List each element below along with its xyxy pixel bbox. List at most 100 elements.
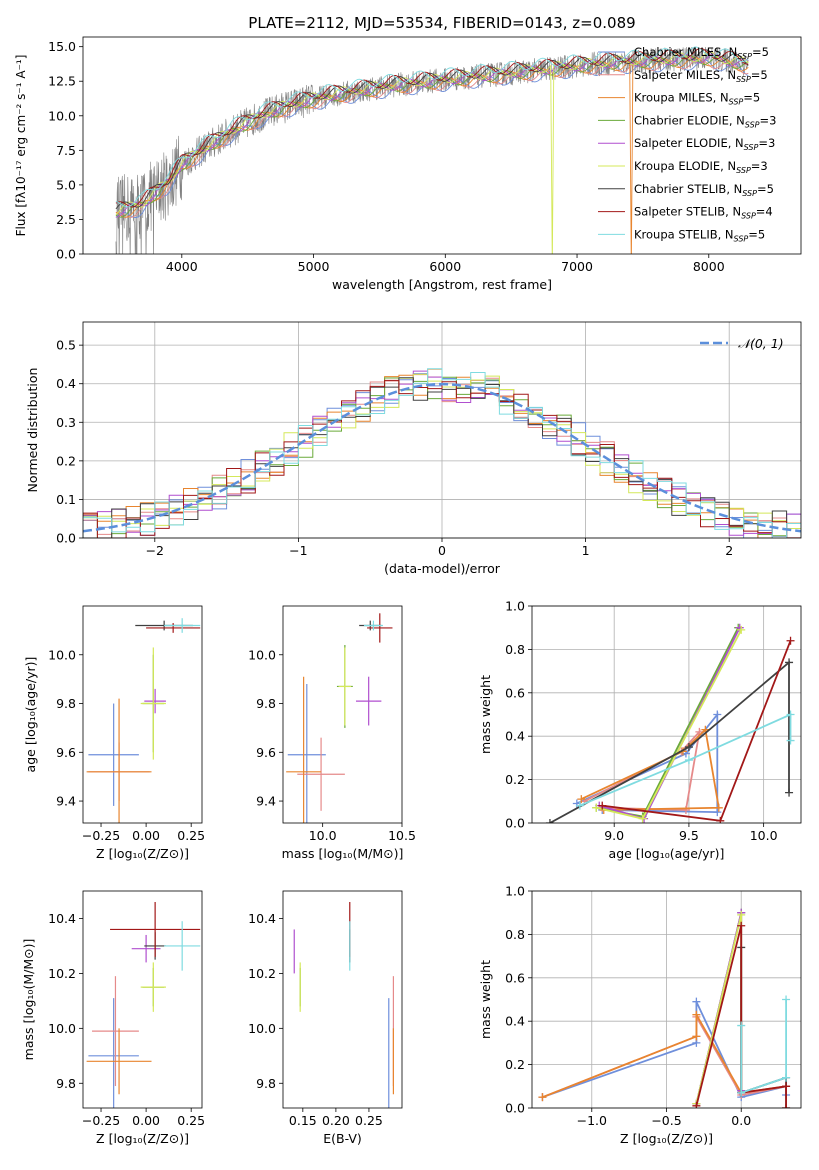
legend-subscript: SSP	[744, 143, 759, 152]
y-tick-label: 0.4	[56, 376, 76, 391]
x-tick-label: 8000	[693, 259, 725, 274]
x-tick-label: −0.25	[82, 1113, 120, 1128]
weight-marker-kroupa_elodie	[737, 625, 746, 634]
weight-marker-kroupa_stelib	[782, 1073, 791, 1082]
x-tick-label: 0.25	[355, 1113, 383, 1128]
legend-entry-salpeter_miles: Salpeter MILES, NSSP=5	[634, 68, 768, 84]
weight-marker-chabrier_stelib	[545, 819, 554, 823]
x-axis-label: mass [log₁₀(M/M⊙)]	[282, 846, 404, 861]
legend-text: Salpeter MILES, N	[634, 68, 736, 82]
legend-entry-kroupa_elodie: Kroupa ELODIE, NSSP=3	[634, 159, 768, 175]
legend-subscript: SSP	[742, 189, 757, 198]
weight-marker-kroupa_miles	[714, 803, 723, 812]
errorbars-ebv_mass	[293, 901, 395, 1108]
y-tick-label: 9.6	[256, 745, 276, 760]
y-tick-label: 1.0	[505, 884, 525, 899]
weight-marker-salpeter_stelib	[737, 921, 746, 930]
weight-marker-kroupa_stelib	[575, 801, 584, 810]
y-tick-label: 0.8	[505, 927, 525, 942]
axes-age_weight: 9.0 9.5 10.0 0.0 0.2 0.4 0.6 0.8 1.0 age [log₁₀(a…	[478, 599, 802, 861]
x-axis-label: age [log₁₀(age/yr)]	[609, 846, 725, 861]
y-tick-label: 10.0	[48, 647, 76, 662]
axes-frame	[82, 36, 802, 255]
weight-line-salpeter_stelib	[602, 640, 792, 822]
x-tick-label: 0	[438, 543, 446, 558]
weight-marker-chabrier_miles	[692, 997, 701, 1006]
weight-marker-kroupa_stelib	[786, 736, 795, 745]
x-tick-label: 9.0	[604, 828, 624, 843]
y-tick-label: 9.8	[56, 1076, 76, 1091]
axes-spectrum: 4000 5000 6000 7000 8000 0.0 2.5 5.0 7.5 10.0 12.5…	[14, 14, 802, 292]
model-line-kroupa_elodie	[115, 50, 749, 254]
y-tick-label: 9.8	[56, 696, 76, 711]
x-tick-label: 10.0	[309, 828, 337, 843]
y-tick-label: 9.4	[256, 794, 276, 809]
axes-frame	[531, 890, 802, 1109]
x-tick-label: 10.0	[750, 828, 778, 843]
axes-z_weight: −1.0 −0.5 0.0 0.0 0.2 0.4 0.6 0.8 1.0 Z [log₁₀(Z/…	[478, 884, 802, 1146]
x-axis-label: (data-model)/error	[384, 561, 501, 576]
y-tick-label: 0.1	[56, 492, 76, 507]
x-tick-label: 1	[582, 543, 590, 558]
weights-age_weight	[545, 623, 795, 823]
y-axis-label: mass [log₁₀(M/M⊙)]	[21, 939, 36, 1061]
x-tick-label: 0.15	[289, 1113, 317, 1128]
y-tick-label: 10.4	[248, 911, 276, 926]
axes-mass_age: 10.0 10.5 9.4 9.6 9.8 10.0 mass [log₁₀(M/M⊙)]	[248, 605, 416, 861]
y-tick-label: 10.2	[248, 966, 276, 981]
weight-marker-kroupa_stelib	[737, 1021, 746, 1030]
x-tick-label: 10.5	[388, 828, 416, 843]
legend-text: Salpeter ELODIE, N	[634, 136, 744, 150]
weight-marker-chabrier_stelib	[785, 658, 794, 667]
weight-marker-chabrier_miles	[713, 710, 722, 719]
y-tick-label: 12.5	[48, 74, 76, 89]
errorbars-z_age	[86, 618, 201, 823]
y-tick-label: 0.4	[505, 1014, 525, 1029]
legend-text: Chabrier STELIB, N	[634, 182, 742, 196]
axes-frame	[82, 321, 802, 539]
legend-entry-kroupa_miles: Kroupa MILES, NSSP=5	[634, 91, 760, 107]
y-tick-label: 9.6	[56, 745, 76, 760]
legend-subscript: SSP	[741, 212, 756, 221]
legend-text: =5	[757, 182, 774, 196]
axes-z_age: −0.25 0.00 0.25 9.4 9.6 9.8 10.0 Z [log₁₀(Z/Z⊙)…	[23, 605, 205, 861]
x-axis-label: wavelength [Angstrom, rest frame]	[332, 277, 552, 292]
weight-marker-kroupa_elodie	[638, 814, 647, 823]
legend-entry-kroupa_stelib: Kroupa STELIB, NSSP=5	[634, 227, 765, 243]
axes-frame	[282, 890, 403, 1109]
y-axis-label: mass weight	[478, 675, 493, 754]
errorbars-z_mass	[86, 901, 201, 1108]
x-tick-label: 9.5	[679, 828, 699, 843]
x-tick-label: 0.00	[132, 828, 160, 843]
legend-text: =4	[756, 205, 773, 219]
weight-marker-salpeter_stelib	[598, 801, 607, 810]
y-tick-label: 10.2	[48, 966, 76, 981]
x-tick-label: 7000	[561, 259, 593, 274]
axes-frame	[82, 605, 203, 824]
legend-text: Kroupa MILES, N	[634, 91, 729, 105]
legend-text: =3	[758, 136, 775, 150]
weight-line-kroupa_stelib	[579, 713, 792, 807]
weight-marker-kroupa_stelib	[684, 756, 693, 765]
weight-line-kroupa_stelib	[740, 999, 787, 1095]
legend-subscript: SSP	[729, 98, 744, 107]
x-axis-label: E(B-V)	[323, 1131, 362, 1146]
y-tick-label: 1.0	[505, 599, 525, 614]
legend-text: =3	[751, 159, 768, 173]
y-tick-label: 0.6	[505, 970, 525, 985]
x-tick-label: −0.5	[651, 1113, 681, 1128]
legend-subscript: SSP	[745, 120, 760, 129]
y-tick-label: 0.3	[56, 415, 76, 430]
weight-marker-salpeter_miles	[681, 805, 690, 814]
y-tick-label: 2.5	[56, 212, 76, 227]
weight-line-chabrier_stelib	[740, 947, 787, 1108]
legend-subscript: SSP	[737, 52, 752, 61]
weight-marker-chabrier_stelib	[785, 788, 794, 797]
x-tick-label: −1.0	[577, 1113, 607, 1128]
legend-entry-normal: 𝒩(0, 1)	[738, 336, 784, 351]
model-line-salpeter_elodie	[115, 53, 749, 218]
legend-text: =5	[743, 91, 760, 105]
weight-marker-kroupa_miles	[692, 1032, 701, 1041]
x-axis-label: Z [log₁₀(Z/Z⊙)]	[96, 1131, 189, 1146]
